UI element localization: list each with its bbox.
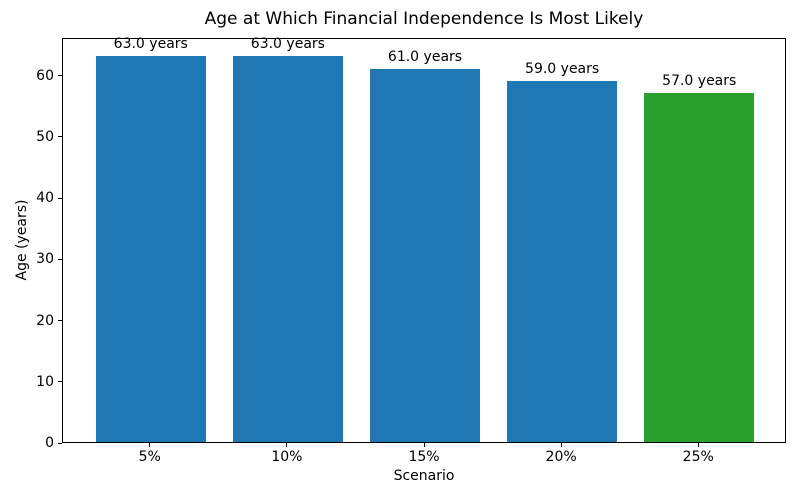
x-tick-label-10%: 10% — [271, 449, 303, 465]
y-tick-label-20: 20 — [36, 312, 54, 329]
y-tick-label-30: 30 — [36, 251, 54, 268]
y-tick-label-50: 50 — [36, 128, 54, 145]
x-tick-mark — [560, 443, 562, 447]
y-tick-mark — [58, 381, 62, 383]
y-tick-label-0: 0 — [45, 435, 54, 451]
bar-value-label-15%: 61.0 years — [387, 48, 463, 65]
bar-25% — [644, 93, 755, 442]
y-tick-mark — [58, 320, 62, 322]
bar-15% — [370, 68, 480, 442]
x-tick-label-25%: 25% — [682, 449, 714, 465]
bar-value-label-20%: 59.0 years — [525, 60, 600, 77]
y-tick-mark — [58, 136, 62, 138]
y-axis-label: Age (years) — [14, 199, 30, 281]
y-tick-mark — [58, 258, 62, 260]
bar-10% — [233, 56, 343, 442]
bar-5% — [95, 56, 206, 442]
chart-title: Age at Which Financial Independence Is M… — [204, 9, 644, 29]
y-tick-label-10: 10 — [36, 373, 54, 390]
x-tick-mark — [423, 443, 425, 447]
y-tick-label-40: 40 — [36, 190, 54, 207]
x-tick-mark — [286, 443, 288, 447]
x-tick-label-15%: 15% — [408, 449, 440, 465]
bar-value-label-5%: 63.0 years — [113, 36, 188, 53]
y-tick-mark — [58, 75, 62, 77]
x-tick-label-5%: 5% — [138, 449, 161, 465]
y-tick-label-60: 60 — [36, 67, 54, 84]
bar-value-label-10%: 63.0 years — [250, 36, 325, 53]
x-tick-mark — [149, 443, 151, 447]
bar-20% — [507, 80, 617, 442]
y-tick-mark — [58, 442, 62, 444]
x-tick-label-20%: 20% — [545, 449, 577, 465]
x-tick-mark — [697, 443, 699, 447]
y-tick-mark — [58, 197, 62, 199]
bar-value-label-25%: 57.0 years — [662, 73, 737, 90]
plot-area: 63.0 years 63.0 years 61.0 years 59.0 years… — [62, 36, 786, 443]
x-axis-label: Scenario — [393, 468, 455, 484]
